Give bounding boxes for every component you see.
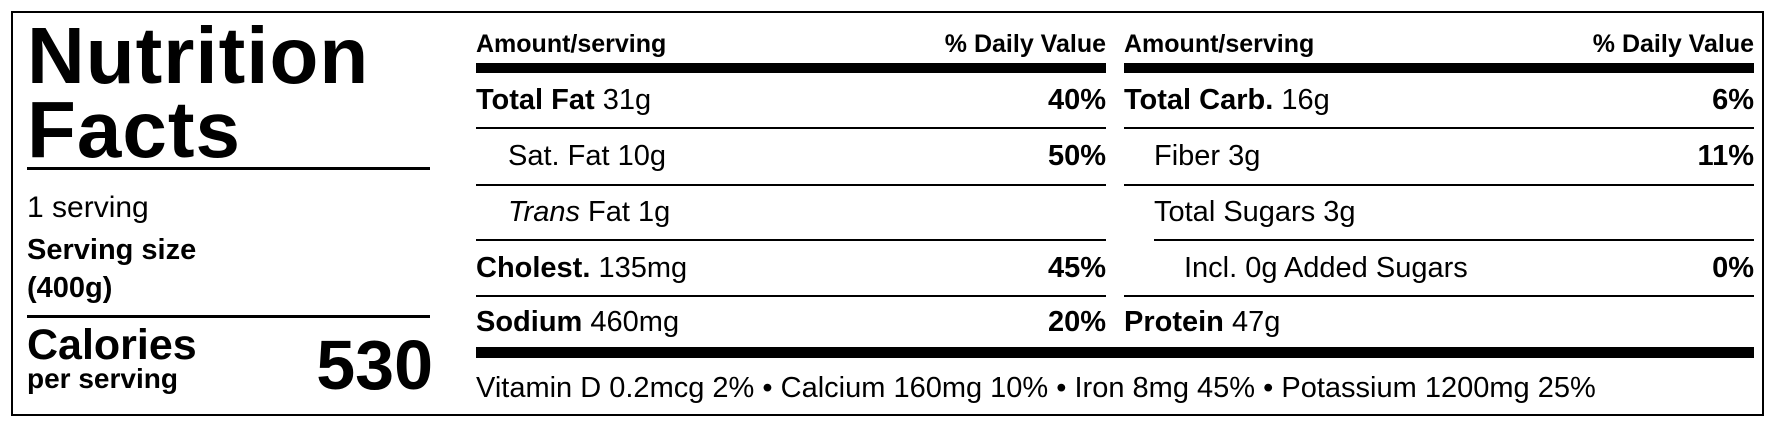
nutrient-name: Total Fat (476, 83, 595, 116)
footer: Vitamin D 0.2mcg 2% • Calcium 160mg 10% … (476, 372, 1596, 404)
calories-value: 530 (316, 326, 433, 404)
nutrient-row: Total Fat 31g 40% (476, 73, 1106, 129)
divider (1154, 239, 1754, 241)
nutrient-dv: 11% (1697, 140, 1754, 172)
title: Nutrition Facts (27, 11, 370, 174)
calories-sublabel: per serving (27, 363, 178, 394)
nutrient-name: Incl. 0g Added Sugars (1184, 251, 1468, 284)
vitamin-dv: 10% (990, 372, 1049, 404)
vitamin-name: Iron (1074, 372, 1125, 404)
thick-rule (476, 347, 1754, 358)
nutrient-name: Sat. Fat (508, 140, 610, 172)
divider (27, 315, 430, 318)
vitamin-amount: 0.2mcg (609, 372, 705, 404)
nutrient-row: Cholest. 135mg 45% (476, 241, 1106, 297)
nutrient-name: Sodium (476, 305, 583, 338)
nutrient-row: Protein 47g (1124, 297, 1754, 347)
nutrient-row: Fiber 3g 11% (1124, 129, 1754, 186)
nutrient-row: Sat. Fat 10g 50% (476, 129, 1106, 186)
nutrient-amount: 460mg (590, 305, 680, 338)
nutrient-name-italic: Trans (508, 196, 580, 228)
servings: 1 serving (27, 191, 149, 224)
amount-header: Amount/serving (476, 29, 667, 58)
nutrient-dv: 6% (1712, 83, 1754, 116)
vitamin-dv: 2% (712, 372, 755, 404)
nutrient-name: Fat (588, 196, 630, 228)
dv-header: % Daily Value (1592, 29, 1754, 58)
nutrient-amount: 3g (1323, 196, 1356, 228)
nutrient-row: Incl. 0g Added Sugars 0% (1124, 241, 1754, 297)
nutrient-amount: 47g (1231, 305, 1281, 338)
nutrient-dv: 45% (1047, 251, 1106, 284)
divider (27, 167, 430, 170)
nutrient-dv: 50% (1047, 140, 1106, 172)
serving-size-value: (400g) (27, 272, 113, 304)
serving-size: Serving size (400g) (27, 231, 287, 307)
nutrient-name: Total Carb. (1124, 83, 1274, 116)
vitamin-name: Potassium (1281, 372, 1417, 404)
nutrient-amount: 31g (602, 83, 652, 116)
serving-size-label: Serving size (27, 234, 197, 266)
vitamin-name: Calcium (780, 372, 886, 404)
nutrient-row: Sodium 460mg 20% (476, 297, 1106, 347)
nutrient-amount: 16g (1281, 83, 1330, 116)
column-header: Amount/serving % Daily Value (476, 27, 1106, 61)
vitamin-amount: 1200mg (1424, 372, 1530, 404)
nutrient-amount: 1g (638, 196, 671, 228)
nutrient-name: Fiber (1154, 140, 1221, 172)
vitamin-amount: 8mg (1132, 372, 1189, 404)
nutrient-row: Trans Fat 1g (476, 186, 1106, 241)
nutrient-name: Cholest. (476, 251, 591, 284)
thick-rule (476, 63, 1106, 73)
thick-rule (1124, 63, 1754, 73)
dv-header: % Daily Value (944, 29, 1106, 58)
nutrient-row: Total Carb. 16g 6% (1124, 73, 1754, 129)
nutrient-amount: 135mg (598, 251, 688, 284)
amount-header: Amount/serving (1124, 29, 1315, 58)
nutrient-name: Protein (1124, 305, 1224, 338)
vitamin-amount: 160mg (893, 372, 983, 404)
nutrient-dv: 20% (1047, 305, 1106, 338)
nutrition-label: Nutrition Facts 1 serving Serving size (4… (11, 11, 1764, 416)
nutrient-dv: 40% (1047, 83, 1106, 116)
nutrient-amount: 10g (617, 140, 666, 172)
vitamin-dv: 25% (1537, 372, 1596, 404)
nutrient-name: Total Sugars (1154, 196, 1316, 228)
column-header: Amount/serving % Daily Value (1124, 27, 1754, 61)
vitamin-name: Vitamin D (476, 372, 602, 404)
nutrient-dv: 0% (1712, 251, 1754, 284)
calories-label: Calories (27, 321, 197, 369)
nutrient-amount: 3g (1228, 140, 1261, 172)
vitamin-dv: 45% (1197, 372, 1256, 404)
nutrient-row: Total Sugars 3g (1124, 186, 1754, 239)
